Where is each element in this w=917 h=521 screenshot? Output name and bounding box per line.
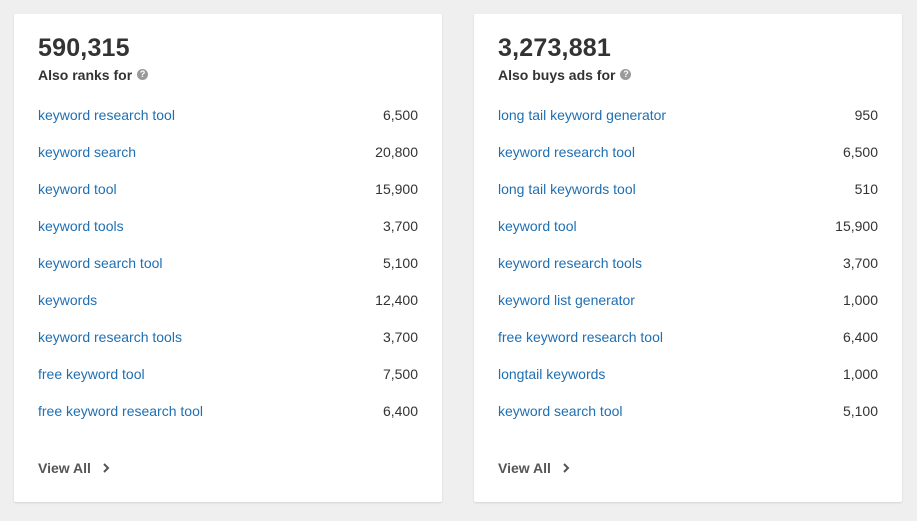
list-item: keyword research tool 6,500 <box>498 133 878 170</box>
list-item: keyword list generator 1,000 <box>498 281 878 318</box>
list-item: long tail keywords tool 510 <box>498 170 878 207</box>
keyword-link[interactable]: keyword research tool <box>38 106 175 123</box>
list-item: keyword research tool 6,500 <box>38 96 418 133</box>
keyword-volume: 15,900 <box>835 217 878 234</box>
keyword-link[interactable]: free keyword research tool <box>498 328 663 345</box>
list-item: keyword tools 3,700 <box>38 207 418 244</box>
ranks-title-label: Also ranks for <box>38 67 133 83</box>
view-all-label: View All <box>38 460 91 476</box>
keyword-link[interactable]: keyword research tools <box>498 254 642 271</box>
ranks-title: Also ranks for ? <box>38 67 149 83</box>
list-item: keyword tool 15,900 <box>498 207 878 244</box>
keyword-volume: 510 <box>854 180 878 197</box>
keyword-volume: 20,800 <box>375 143 418 160</box>
list-item: free keyword research tool 6,400 <box>498 318 878 355</box>
list-item: longtail keywords 1,000 <box>498 355 878 392</box>
keyword-link[interactable]: keyword tools <box>38 217 124 234</box>
keyword-link[interactable]: keyword research tool <box>498 143 635 160</box>
keyword-volume: 3,700 <box>382 328 418 345</box>
keyword-link[interactable]: long tail keywords tool <box>498 180 636 197</box>
keyword-volume: 3,700 <box>382 217 418 234</box>
keyword-link[interactable]: keywords <box>38 291 98 308</box>
also-buys-ads-card: 3,273,881 Also buys ads for ? long tail … <box>474 14 902 502</box>
list-item: keyword research tools 3,700 <box>38 318 418 355</box>
chevron-right-icon <box>563 463 570 473</box>
keyword-volume: 1,000 <box>842 291 878 308</box>
help-icon[interactable]: ? <box>137 68 149 80</box>
keyword-volume: 6,500 <box>842 143 878 160</box>
keyword-volume: 15,900 <box>375 180 418 197</box>
ads-title-label: Also buys ads for <box>498 67 616 83</box>
view-all-label: View All <box>498 460 551 476</box>
view-all-button[interactable]: View All <box>38 460 112 476</box>
keyword-volume: 5,100 <box>382 254 418 271</box>
list-item: keyword search 20,800 <box>38 133 418 170</box>
ranks-keyword-list: keyword research tool 6,500 keyword sear… <box>38 96 418 429</box>
list-item: free keyword tool 7,500 <box>38 355 418 392</box>
ads-title: Also buys ads for ? <box>498 67 632 83</box>
keyword-link[interactable]: free keyword research tool <box>38 402 203 419</box>
list-item: free keyword research tool 6,400 <box>38 392 418 429</box>
keyword-link[interactable]: keyword research tools <box>38 328 182 345</box>
also-ranks-card: 590,315 Also ranks for ? keyword researc… <box>14 14 442 502</box>
list-item: long tail keyword generator 950 <box>498 96 878 133</box>
keyword-link[interactable]: longtail keywords <box>498 365 606 382</box>
keyword-volume: 6,400 <box>382 402 418 419</box>
keyword-link[interactable]: keyword tool <box>38 180 117 197</box>
list-item: keyword search tool 5,100 <box>38 244 418 281</box>
keyword-link[interactable]: keyword search <box>38 143 137 160</box>
keyword-volume: 6,500 <box>382 106 418 123</box>
view-all-button[interactable]: View All <box>498 460 572 476</box>
keyword-volume: 12,400 <box>375 291 418 308</box>
ads-keyword-list: long tail keyword generator 950 keyword … <box>498 96 878 429</box>
keyword-link[interactable]: free keyword tool <box>38 365 145 382</box>
ranks-count: 590,315 <box>38 34 130 62</box>
list-item: keyword tool 15,900 <box>38 170 418 207</box>
ads-count: 3,273,881 <box>498 34 612 62</box>
keyword-link[interactable]: keyword list generator <box>498 291 635 308</box>
list-item: keyword research tools 3,700 <box>498 244 878 281</box>
keyword-volume: 1,000 <box>842 365 878 382</box>
keyword-link[interactable]: keyword search tool <box>38 254 163 271</box>
keyword-volume: 7,500 <box>382 365 418 382</box>
keyword-volume: 5,100 <box>842 402 878 419</box>
keyword-volume: 3,700 <box>842 254 878 271</box>
keyword-volume: 950 <box>854 106 878 123</box>
keyword-link[interactable]: long tail keyword generator <box>498 106 667 123</box>
keyword-link[interactable]: keyword search tool <box>498 402 623 419</box>
list-item: keywords 12,400 <box>38 281 418 318</box>
help-icon[interactable]: ? <box>620 68 632 80</box>
keyword-volume: 6,400 <box>842 328 878 345</box>
list-item: keyword search tool 5,100 <box>498 392 878 429</box>
chevron-right-icon <box>103 463 110 473</box>
keyword-link[interactable]: keyword tool <box>498 217 577 234</box>
